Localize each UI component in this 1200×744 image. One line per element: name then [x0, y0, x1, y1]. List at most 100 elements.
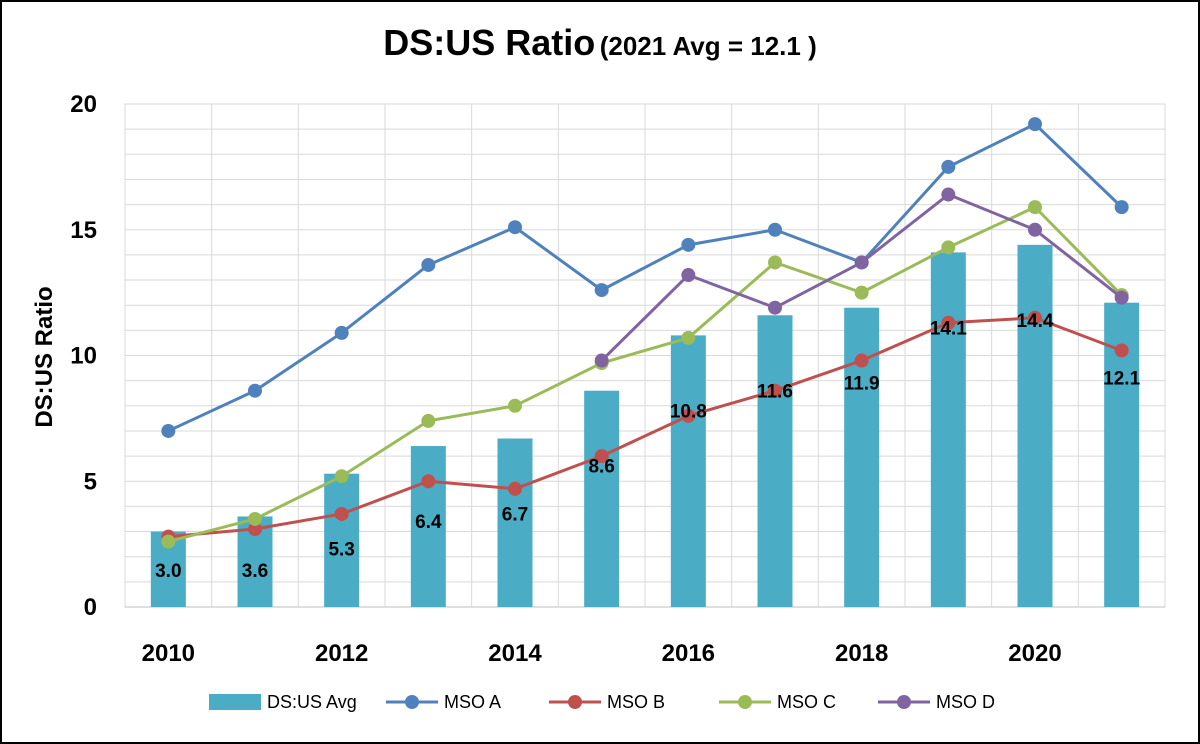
series-point	[941, 240, 956, 255]
legend-swatch-marker	[738, 695, 752, 709]
series-point	[248, 383, 262, 398]
series-point	[854, 255, 869, 270]
series-point	[334, 506, 349, 521]
bar-2020	[1017, 244, 1053, 607]
series-point	[854, 285, 869, 300]
y-tick-label: 10	[70, 343, 97, 370]
series-point	[508, 481, 522, 496]
series-point	[594, 449, 609, 464]
series-mso-a	[161, 117, 1129, 438]
series-line	[168, 316, 1123, 539]
legend-label: MSO C	[777, 692, 836, 712]
x-tick-label: 2014	[488, 640, 542, 667]
series-point	[334, 325, 349, 340]
bar-2013	[410, 446, 446, 607]
series-point	[1028, 117, 1042, 132]
chart-title-sub: (2021 Avg = 12.1 )	[599, 31, 817, 61]
y-tick-label: 0	[84, 594, 97, 621]
legend-swatch-marker	[405, 695, 419, 709]
series-point	[941, 315, 956, 330]
series-point	[681, 408, 696, 423]
legend-swatch-bar	[209, 694, 261, 710]
chart-title: DS:US Ratio (2021 Avg = 12.1 )	[2, 22, 1198, 64]
bar-data-label: 6.7	[502, 504, 528, 525]
x-tick-label: 2016	[662, 640, 715, 667]
bar-2015	[584, 390, 620, 607]
series-point	[941, 159, 956, 174]
series-point	[681, 330, 696, 345]
series-point	[161, 534, 176, 549]
y-axis-ticks: 0 5 10 15 20	[70, 91, 97, 621]
series-point	[594, 283, 609, 298]
line-series	[161, 117, 1129, 549]
series-point	[768, 255, 782, 270]
series-point	[1028, 310, 1042, 325]
y-axis-label: DS:US Ratio	[31, 286, 58, 427]
legend-label: MSO B	[607, 692, 665, 712]
x-axis-ticks: 2010 2012 2014 2016 2018 2020	[142, 640, 1062, 667]
series-point	[334, 469, 349, 484]
series-point	[1114, 200, 1129, 215]
x-tick-label: 2010	[142, 640, 195, 667]
chart-title-main: DS:US Ratio	[383, 22, 596, 63]
series-point	[1114, 290, 1129, 305]
bar-data-label: 8.6	[588, 457, 614, 478]
y-tick-label: 5	[84, 468, 97, 495]
series-point	[768, 383, 782, 398]
bar-2016	[670, 335, 706, 607]
series-line	[167, 205, 1123, 544]
legend-label: MSO A	[444, 692, 501, 712]
series-point	[421, 257, 436, 272]
series-point	[768, 222, 782, 237]
series-point	[768, 300, 782, 315]
bar-2018	[844, 307, 880, 607]
legend-swatch-marker	[568, 695, 582, 709]
bar-data-label: 11.6	[757, 381, 793, 402]
series-point	[508, 220, 522, 235]
series-point	[854, 353, 869, 368]
bar-2014	[497, 438, 533, 607]
series-mso-d	[594, 187, 1129, 368]
bar-data-label: 3.0	[155, 561, 181, 582]
bar-2017	[757, 315, 793, 607]
series-line	[167, 122, 1123, 433]
bar-data-label: 11.9	[844, 374, 880, 395]
bar-data-label: 14.4	[1017, 311, 1054, 332]
y-tick-label: 15	[70, 217, 97, 244]
series-point	[421, 413, 436, 428]
grid-lines	[124, 103, 1166, 608]
bar-data-label: 14.1	[930, 318, 967, 339]
legend-label: MSO D	[936, 692, 995, 712]
bar-data-label: 5.3	[328, 540, 354, 561]
legend-swatch-marker	[897, 695, 911, 709]
series-point	[594, 353, 609, 368]
legend: DS:US Avg MSO A MSO B MSO C MSO D	[209, 692, 995, 712]
series-point	[681, 268, 696, 283]
series-point	[248, 511, 262, 526]
bar-2019	[930, 252, 966, 607]
series-point	[681, 237, 696, 252]
x-tick-label: 2020	[1008, 640, 1061, 667]
series-point	[1114, 343, 1129, 358]
series-point	[941, 187, 956, 202]
series-point	[1028, 222, 1042, 237]
bar-series	[150, 244, 1140, 607]
legend-label: DS:US Avg	[267, 692, 357, 712]
bar-data-label: 10.8	[670, 401, 707, 422]
x-tick-label: 2012	[315, 640, 368, 667]
bar-data-label: 3.6	[242, 561, 268, 582]
x-tick-label: 2018	[835, 640, 888, 667]
series-mso-b	[161, 310, 1129, 544]
series-point	[161, 423, 176, 438]
bar-data-label: 6.4	[415, 512, 442, 533]
y-tick-label: 20	[70, 91, 97, 118]
series-point	[248, 522, 262, 537]
bar-2012	[324, 473, 360, 607]
series-point	[421, 474, 436, 489]
series-point	[508, 398, 522, 413]
bar-data-labels: 3.0 3.6 5.3 6.4 6.7 8.6 10.8 11.6 11.9 14.1 14.4 12…	[155, 311, 1140, 582]
bar-data-label: 12.1	[1103, 369, 1140, 390]
series-point	[1028, 200, 1042, 215]
